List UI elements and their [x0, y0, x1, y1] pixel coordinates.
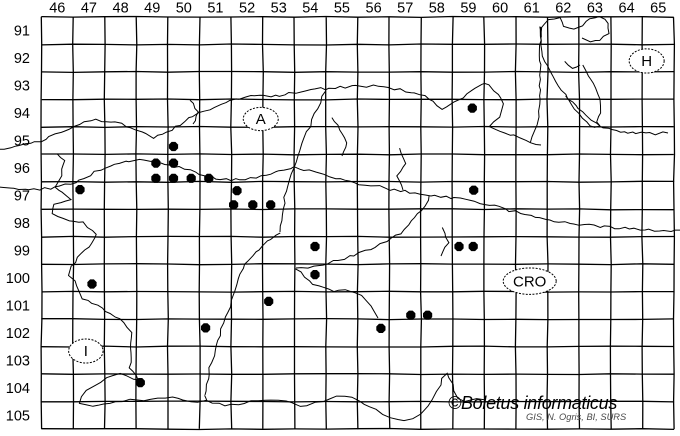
svg-text:64: 64	[619, 1, 635, 17]
svg-text:59: 59	[460, 1, 476, 17]
svg-text:51: 51	[207, 1, 223, 17]
svg-text:91: 91	[14, 24, 30, 40]
svg-text:103: 103	[6, 353, 30, 369]
svg-text:50: 50	[176, 1, 192, 17]
svg-text:65: 65	[650, 1, 666, 17]
svg-text:I: I	[84, 343, 88, 360]
svg-text:100: 100	[6, 271, 30, 287]
svg-text:92: 92	[14, 51, 30, 67]
svg-text:104: 104	[6, 381, 30, 397]
svg-text:54: 54	[302, 1, 318, 17]
svg-text:96: 96	[14, 161, 30, 177]
svg-text:H: H	[641, 53, 652, 70]
svg-text:93: 93	[14, 79, 30, 95]
svg-text:49: 49	[144, 1, 160, 17]
svg-text:94: 94	[14, 106, 30, 122]
svg-text:©Boletus informaticus: ©Boletus informaticus	[448, 393, 617, 413]
svg-text:60: 60	[492, 1, 508, 17]
svg-text:55: 55	[334, 1, 350, 17]
svg-text:52: 52	[239, 1, 255, 17]
svg-text:97: 97	[14, 189, 30, 205]
svg-text:63: 63	[587, 1, 603, 17]
svg-text:62: 62	[555, 1, 571, 17]
svg-text:53: 53	[271, 1, 287, 17]
svg-text:CRO: CRO	[513, 273, 546, 290]
svg-text:56: 56	[366, 1, 382, 17]
svg-text:46: 46	[49, 1, 65, 17]
svg-text:98: 98	[14, 216, 30, 232]
svg-text:48: 48	[113, 1, 129, 17]
svg-text:61: 61	[524, 1, 540, 17]
svg-text:101: 101	[6, 298, 30, 314]
svg-text:57: 57	[397, 1, 413, 17]
svg-text:A: A	[256, 111, 266, 128]
svg-text:58: 58	[429, 1, 445, 17]
svg-text:GIS, N. Ogris, BI, SURS: GIS, N. Ogris, BI, SURS	[526, 412, 627, 422]
svg-text:47: 47	[81, 1, 97, 17]
svg-text:95: 95	[14, 134, 30, 150]
svg-text:99: 99	[14, 244, 30, 260]
svg-text:102: 102	[6, 326, 30, 342]
svg-text:105: 105	[6, 408, 30, 424]
